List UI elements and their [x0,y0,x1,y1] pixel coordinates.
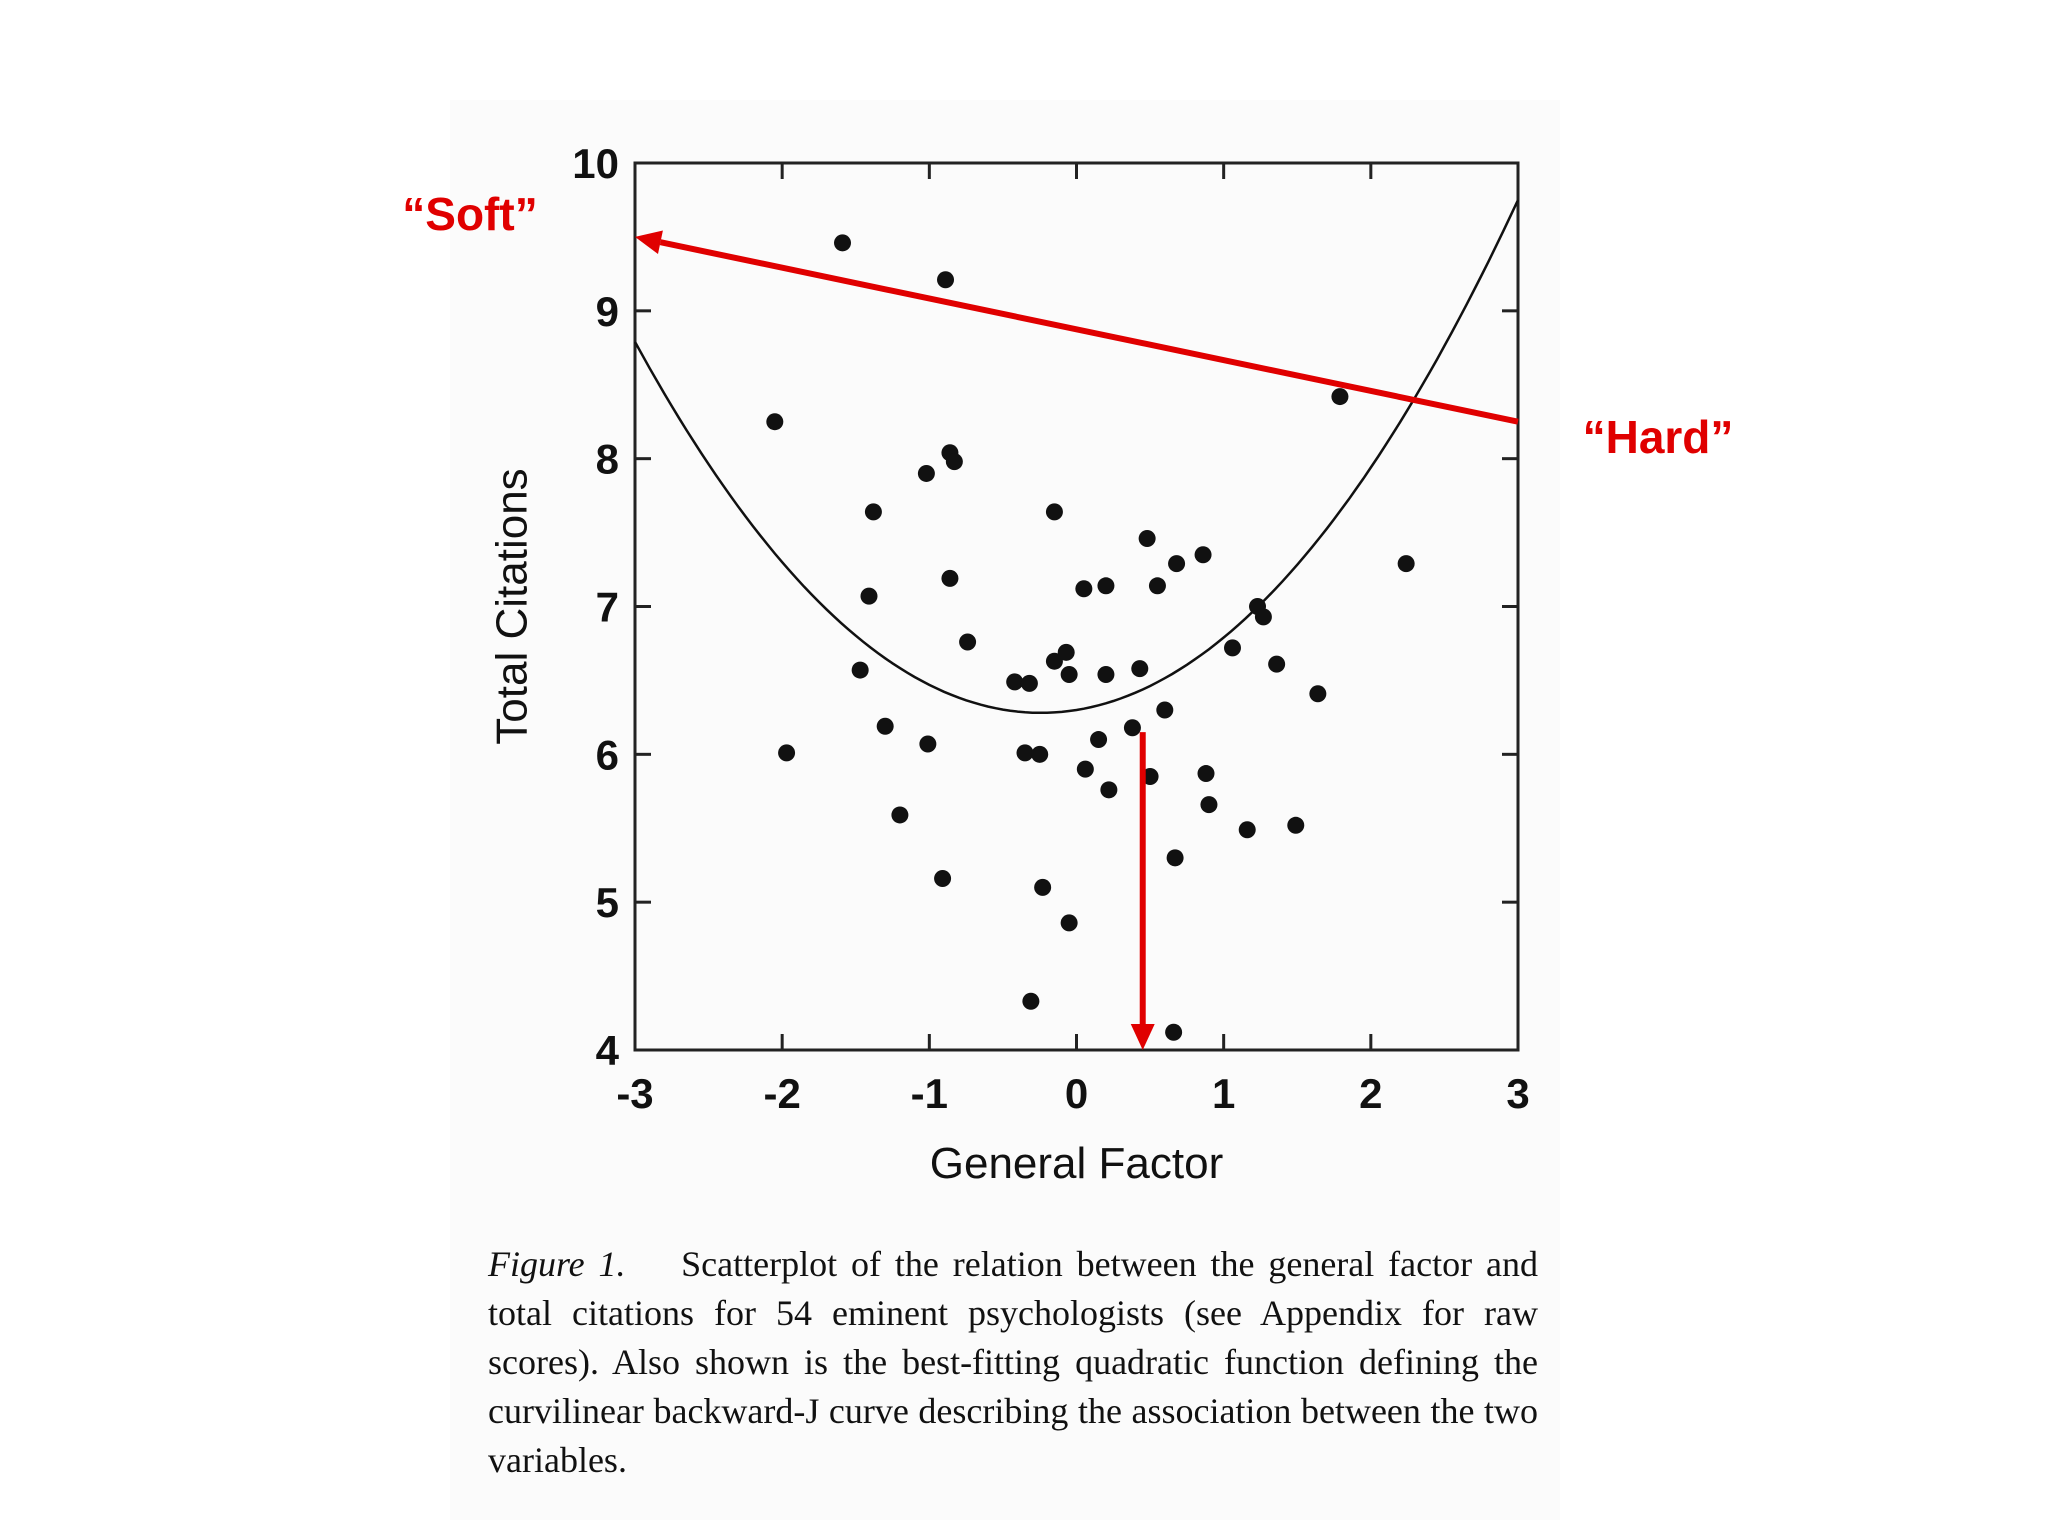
data-point [1309,685,1327,703]
data-point [1097,666,1115,684]
data-point [860,587,878,605]
y-tick-label: 4 [596,1027,620,1074]
data-point [1090,731,1108,749]
data-point [1131,660,1149,678]
data-point [1076,760,1094,778]
data-point [1016,744,1034,762]
data-point [1020,674,1038,692]
data-point [1141,768,1159,786]
y-tick-label: 5 [596,879,619,926]
data-point [1045,503,1063,521]
arrow-head [1130,1024,1155,1050]
data-point [834,234,852,252]
x-tick-label: 1 [1212,1070,1235,1117]
data-point [1194,546,1212,564]
x-axis-label: General Factor [930,1139,1223,1188]
figure-label: Figure 1. [488,1244,626,1284]
y-tick-label: 6 [596,731,619,778]
data-point [851,661,869,679]
data-point [1138,529,1156,547]
x-tick-label: 2 [1359,1070,1382,1117]
data-point [1156,701,1174,719]
data-point [959,633,977,651]
data-point [1060,666,1078,684]
data-point [1097,577,1115,595]
annotation-hard: “Hard” [1583,411,1734,463]
data-point [766,413,784,431]
figure-caption: Figure 1. Scatterplot of the relation be… [488,1240,1538,1485]
data-point [1254,608,1272,626]
caption-text: Scatterplot of the relation between the … [488,1244,1538,1480]
data-point [1060,914,1078,932]
y-axis-label: Total Citations [488,468,537,744]
data-point [1031,745,1049,763]
data-point [1148,577,1166,595]
x-tick-label: -2 [763,1070,800,1117]
data-point [876,717,894,735]
data-point [1006,673,1024,691]
x-tick-label: 3 [1506,1070,1529,1117]
axis-ticks [633,161,1520,1052]
data-point [1331,388,1349,406]
y-tick-label: 7 [596,584,619,631]
data-point [1022,992,1040,1010]
data-point [945,453,963,471]
data-point [1238,821,1256,839]
y-tick-label: 9 [596,288,619,335]
data-point [778,744,796,762]
data-point [1223,639,1241,657]
data-point [1268,655,1286,673]
data-point [864,503,882,521]
data-point [1397,555,1415,573]
data-point [1045,652,1063,670]
data-point [1123,719,1141,737]
data-point [1057,643,1075,661]
data-point [917,464,935,482]
data-point [1100,781,1118,799]
data-point [1034,878,1052,896]
data-point [934,870,952,888]
data-point [1168,555,1186,573]
data-points [766,234,1415,1041]
x-tick-label: 0 [1065,1070,1088,1117]
data-point [1166,849,1184,867]
y-tick-label: 8 [596,436,619,483]
data-point [1165,1023,1183,1041]
data-point [941,569,959,587]
data-point [1075,580,1093,598]
tick-labels: -3 -2 -1 0 1 2 3 4 5 6 7 8 9 10 [572,140,1529,1117]
arrow-head [635,230,663,254]
x-tick-label: -1 [911,1070,948,1117]
arrow-line [659,239,1519,425]
annotation-arrows [635,230,1519,1050]
data-point [937,271,955,289]
quadratic-fit-curve [633,199,1520,715]
y-tick-label: 10 [572,140,619,187]
data-point [1197,765,1215,783]
data-point [919,735,937,753]
x-tick-label: -3 [616,1070,653,1117]
annotation-soft: “Soft” [402,188,537,240]
data-point [891,806,909,824]
data-point [1200,796,1218,814]
data-point [1287,816,1305,834]
